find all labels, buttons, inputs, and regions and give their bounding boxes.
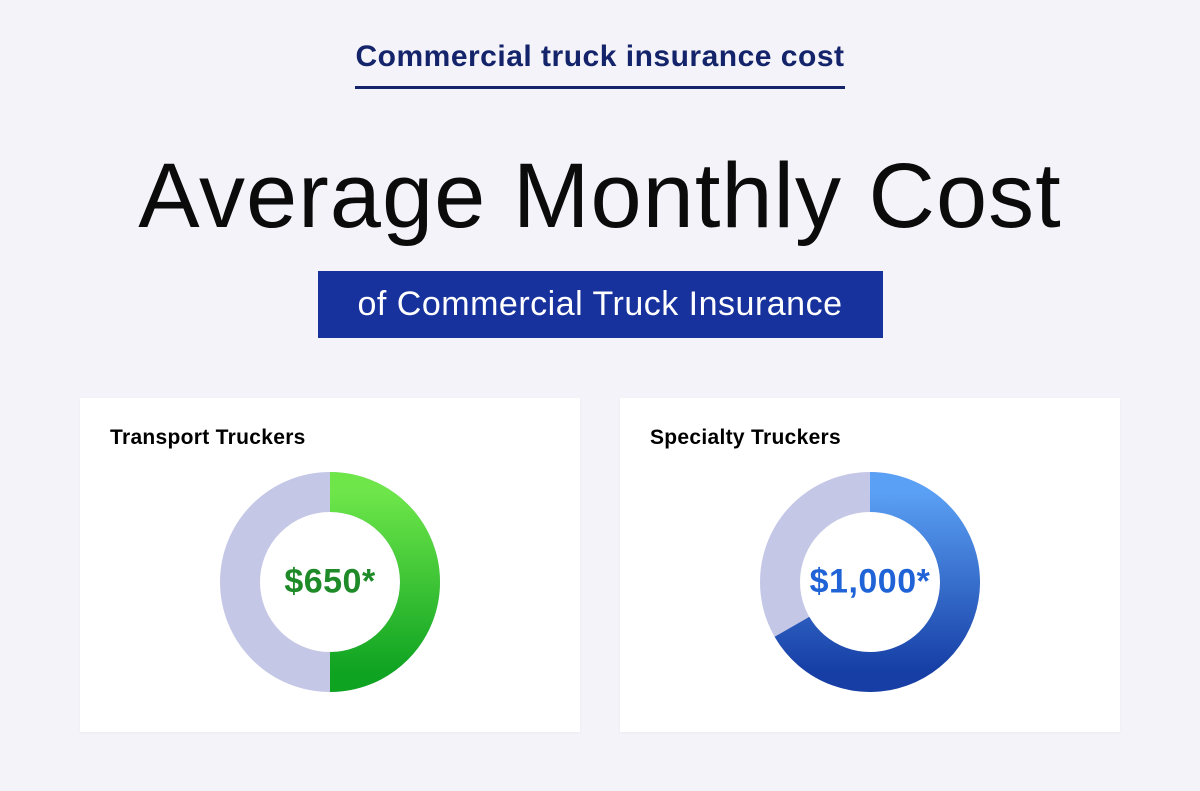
card-transport: Transport Truckers $650* <box>80 398 580 732</box>
donut-chart-transport: $650* <box>110 472 550 692</box>
infographic-container: Commercial truck insurance cost Average … <box>0 0 1200 762</box>
donut-value-label: $650* <box>284 563 375 602</box>
donut-value-label: $1,000* <box>810 563 931 602</box>
cards-row: Transport Truckers $650* Specialty Truck… <box>80 398 1120 732</box>
card-title: Specialty Truckers <box>650 426 1090 450</box>
card-title: Transport Truckers <box>110 426 550 450</box>
banner: of Commercial Truck Insurance <box>318 271 883 338</box>
card-specialty: Specialty Truckers $1,000* <box>620 398 1120 732</box>
subtitle-block: Commercial truck insurance cost <box>355 40 844 89</box>
main-title: Average Monthly Cost <box>138 144 1061 249</box>
donut-chart-specialty: $1,000* <box>650 472 1090 692</box>
subtitle-underline <box>355 86 844 89</box>
subtitle-text: Commercial truck insurance cost <box>355 40 844 86</box>
